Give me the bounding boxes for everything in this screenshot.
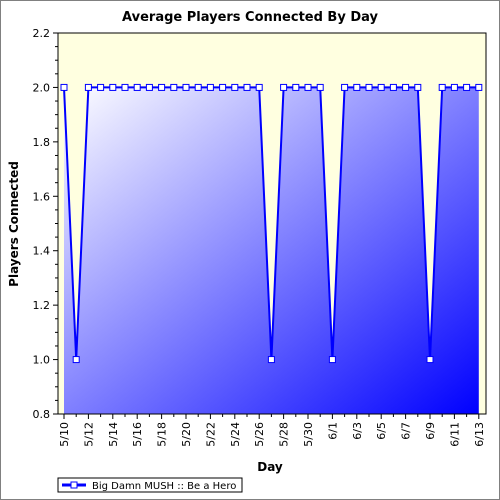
data-point bbox=[377, 83, 385, 91]
y-tick-label: 2.2 bbox=[33, 27, 51, 40]
y-tick-label: 1.2 bbox=[33, 299, 51, 312]
data-point bbox=[353, 83, 361, 91]
x-tick-label: 6/11 bbox=[448, 422, 461, 447]
data-point bbox=[341, 83, 349, 91]
x-tick-label: 5/10 bbox=[58, 422, 71, 447]
x-tick-label: 5/30 bbox=[302, 422, 315, 447]
x-tick-label: 6/7 bbox=[400, 422, 413, 440]
data-point bbox=[438, 83, 446, 91]
data-point bbox=[194, 83, 202, 91]
data-point bbox=[206, 83, 214, 91]
x-tick-label: 5/20 bbox=[180, 422, 193, 447]
data-point bbox=[72, 356, 80, 364]
y-tick-label: 1.8 bbox=[33, 136, 51, 149]
legend-marker-icon bbox=[70, 481, 78, 489]
data-point bbox=[243, 83, 251, 91]
data-point bbox=[231, 83, 239, 91]
data-point bbox=[121, 83, 129, 91]
x-tick-label: 6/1 bbox=[326, 422, 339, 440]
x-tick-label: 5/24 bbox=[229, 422, 242, 447]
y-tick-label: 1.0 bbox=[33, 354, 51, 367]
legend-box bbox=[57, 477, 243, 493]
data-points bbox=[60, 83, 483, 364]
x-tick-label: 5/26 bbox=[253, 422, 266, 447]
data-point bbox=[365, 83, 373, 91]
data-point bbox=[475, 83, 483, 91]
data-point bbox=[267, 356, 275, 364]
chart-title: Average Players Connected By Day bbox=[122, 10, 378, 25]
data-point bbox=[109, 83, 117, 91]
data-point bbox=[328, 356, 336, 364]
x-tick-label: 5/16 bbox=[131, 422, 144, 447]
x-tick-label: 5/22 bbox=[204, 422, 217, 447]
legend: Big Damn MUSH :: Be a Hero bbox=[57, 477, 243, 493]
y-tick-label: 0.8 bbox=[33, 408, 51, 421]
y-tick-label: 2.0 bbox=[33, 81, 51, 94]
data-point bbox=[219, 83, 227, 91]
data-point bbox=[255, 83, 263, 91]
data-point bbox=[414, 83, 422, 91]
data-point bbox=[463, 83, 471, 91]
x-tick-label: 5/12 bbox=[82, 422, 95, 447]
x-tick-label: 6/13 bbox=[473, 422, 486, 447]
data-point bbox=[182, 83, 190, 91]
series-area-fill bbox=[64, 87, 479, 414]
x-tick-label: 5/28 bbox=[278, 422, 291, 447]
data-point bbox=[304, 83, 312, 91]
data-point bbox=[170, 83, 178, 91]
data-point bbox=[402, 83, 410, 91]
data-point bbox=[97, 83, 105, 91]
data-point bbox=[60, 83, 68, 91]
data-point bbox=[280, 83, 288, 91]
x-tick-label: 6/3 bbox=[351, 422, 364, 440]
x-tick-label: 6/5 bbox=[375, 422, 388, 440]
x-axis-label: Day bbox=[257, 460, 283, 474]
data-point bbox=[426, 356, 434, 364]
x-tick-label: 5/14 bbox=[107, 422, 120, 447]
data-point bbox=[84, 83, 92, 91]
data-point bbox=[292, 83, 300, 91]
x-tick-label: 6/9 bbox=[424, 422, 437, 440]
data-point bbox=[389, 83, 397, 91]
x-tick-label: 5/18 bbox=[156, 422, 169, 447]
y-tick-label: 1.4 bbox=[33, 245, 51, 258]
y-axis-label: Players Connected bbox=[7, 161, 21, 287]
legend-label: Big Damn MUSH :: Be a Hero bbox=[92, 481, 236, 492]
data-point bbox=[158, 83, 166, 91]
x-axis: 5/10 5/12 5/14 5/16 5/18 5/20 5/22 5/24 5/26 5/28… bbox=[58, 414, 486, 447]
y-tick-label: 1.6 bbox=[33, 190, 51, 203]
data-point bbox=[133, 83, 141, 91]
data-point bbox=[316, 83, 324, 91]
y-axis: 0.8 1.0 1.2 1.4 1.6 1.8 2.0 2.2 bbox=[33, 27, 58, 421]
data-point bbox=[450, 83, 458, 91]
data-point bbox=[145, 83, 153, 91]
